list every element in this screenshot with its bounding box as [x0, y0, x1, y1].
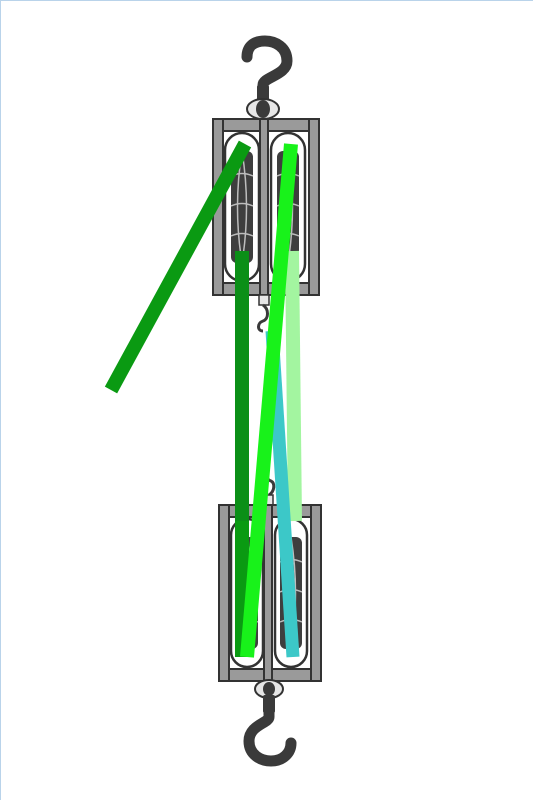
- rope-segment-pull-end: [104, 140, 252, 394]
- lower-block: [218, 504, 322, 682]
- rope-segment-light-green: [285, 250, 302, 522]
- bottom-shackle: [254, 679, 284, 699]
- upper-block: [212, 118, 320, 296]
- top-shackle: [246, 98, 280, 120]
- top-hook: [241, 35, 293, 105]
- rope-segment-bright-green: [240, 143, 298, 658]
- upper-becket: [257, 294, 270, 333]
- bottom-hook: [243, 695, 297, 767]
- ropes: [104, 140, 302, 658]
